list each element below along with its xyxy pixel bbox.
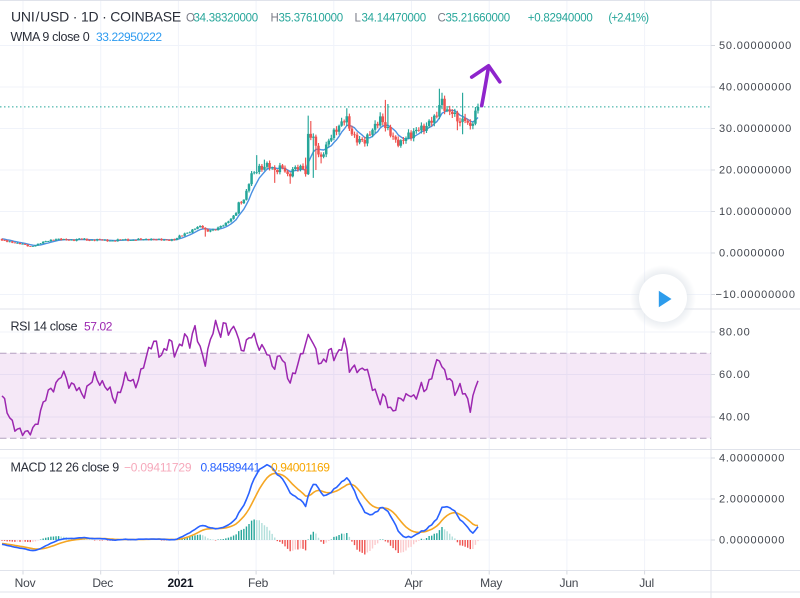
svg-text:10.00000000: 10.00000000 <box>719 206 792 218</box>
svg-text:−10.00000000: −10.00000000 <box>716 289 796 301</box>
svg-text:60.00: 60.00 <box>719 369 751 381</box>
svg-text:(+2.41%): (+2.41%) <box>608 13 649 25</box>
svg-text:80.00: 80.00 <box>719 327 751 339</box>
svg-text:40.00: 40.00 <box>719 412 751 424</box>
svg-text:WMA 9 close 0: WMA 9 close 0 <box>11 30 90 44</box>
svg-text:0.00000000: 0.00000000 <box>719 248 785 260</box>
svg-text:May: May <box>480 576 502 590</box>
svg-text:H: H <box>271 13 279 25</box>
svg-text:20.00000000: 20.00000000 <box>719 165 792 177</box>
svg-text:MACD 12 26 close 9: MACD 12 26 close 9 <box>11 461 120 475</box>
svg-text:+0.82940000: +0.82940000 <box>528 13 593 25</box>
svg-text:33.22950222: 33.22950222 <box>96 30 162 44</box>
svg-text:0.94001169: 0.94001169 <box>271 461 330 475</box>
svg-text:50.00000000: 50.00000000 <box>719 40 792 52</box>
svg-text:Jul: Jul <box>639 576 654 590</box>
svg-text:O: O <box>186 13 195 25</box>
svg-text:35.21660000: 35.21660000 <box>446 13 510 25</box>
svg-text:Apr: Apr <box>404 576 422 590</box>
svg-text:34.38320000: 34.38320000 <box>194 13 258 25</box>
svg-text:30.00000000: 30.00000000 <box>719 123 792 135</box>
svg-text:34.14470000: 34.14470000 <box>362 13 426 25</box>
svg-text:35.37610000: 35.37610000 <box>279 13 343 25</box>
svg-text:UNI / USD · 1D · COINBASE: UNI / USD · 1D · COINBASE <box>11 9 181 25</box>
svg-text:0.00000000: 0.00000000 <box>719 535 785 547</box>
svg-text:C: C <box>438 13 446 25</box>
svg-text:40.00000000: 40.00000000 <box>719 82 792 94</box>
svg-text:L: L <box>355 13 362 25</box>
svg-text:RSI 14 close: RSI 14 close <box>11 320 78 334</box>
svg-text:4.00000000: 4.00000000 <box>719 453 785 465</box>
svg-text:Feb: Feb <box>248 576 269 590</box>
svg-text:Nov: Nov <box>15 576 36 590</box>
svg-text:0.84589441: 0.84589441 <box>201 461 261 475</box>
svg-text:−0.09411729: −0.09411729 <box>124 461 192 475</box>
svg-text:57.02: 57.02 <box>84 320 113 334</box>
svg-text:Dec: Dec <box>92 576 113 590</box>
svg-text:2021: 2021 <box>167 576 193 590</box>
svg-text:Jun: Jun <box>560 576 579 590</box>
svg-text:2.00000000: 2.00000000 <box>719 494 785 506</box>
